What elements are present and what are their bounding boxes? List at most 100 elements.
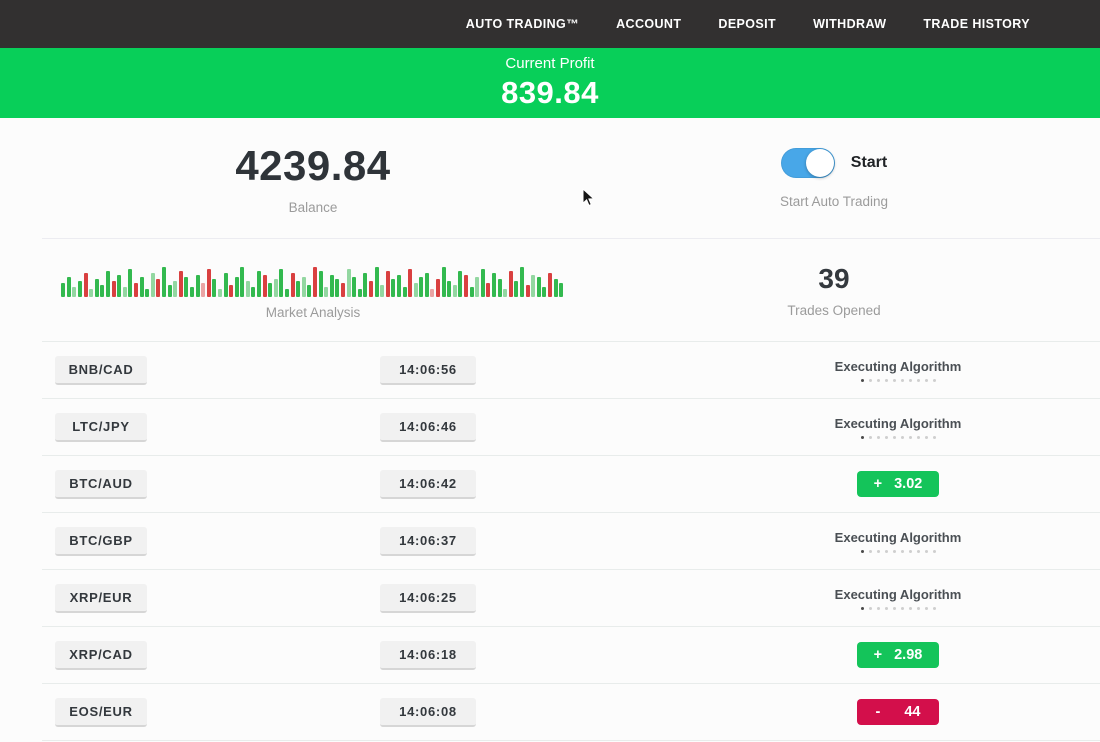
nav-item-withdraw[interactable]: WITHDRAW [813, 17, 887, 31]
balance-label: Balance [288, 199, 338, 215]
pair-badge: EOS/EUR [55, 697, 147, 727]
chart-bar [469, 286, 474, 297]
chart-bar [296, 280, 301, 297]
chart-bar [223, 272, 228, 297]
nav-item-trade-history[interactable]: TRADE HISTORY [923, 17, 1030, 31]
executing-label: Executing Algorithm [834, 586, 962, 602]
chart-bar [514, 280, 519, 297]
dot [900, 378, 904, 382]
dot [924, 435, 928, 439]
chart-bar [161, 266, 166, 297]
dot [860, 606, 864, 610]
dot [900, 549, 904, 553]
dot [908, 378, 912, 382]
dot [916, 606, 920, 610]
chart-bar [106, 270, 111, 297]
pair-badge: LTC/JPY [55, 412, 147, 442]
dot [860, 435, 864, 439]
chart-bar [559, 282, 564, 297]
chart-bar [128, 268, 133, 297]
pair-badge: BNB/CAD [55, 355, 147, 385]
executing-label: Executing Algorithm [834, 529, 962, 545]
dot [900, 606, 904, 610]
auto-trading-toggle[interactable] [780, 147, 835, 178]
status-cell: Executing Algorithm [818, 530, 978, 553]
chart-bar [430, 288, 435, 297]
progress-dots [818, 549, 978, 553]
chart-bar [313, 266, 317, 297]
chart-bar [111, 280, 116, 297]
dot [924, 606, 928, 610]
dot [924, 378, 928, 382]
chart-bar [441, 266, 446, 297]
chart-bar [117, 274, 122, 297]
time-badge: 14:06:56 [380, 355, 476, 385]
progress-dots [818, 435, 978, 439]
dot [916, 378, 920, 382]
dot [892, 435, 896, 439]
chart-bar [486, 282, 491, 297]
dot [860, 378, 864, 382]
chart-bar [508, 270, 513, 297]
status-cell: - 44 [818, 699, 978, 725]
nav-item-auto-trading[interactable]: AUTO TRADING™ [465, 17, 580, 31]
chart-bar [234, 276, 239, 297]
time-badge: 14:06:18 [380, 640, 476, 670]
dot [884, 549, 888, 553]
result-badge: + 3.02 [857, 471, 939, 497]
dot [908, 435, 912, 439]
dot [876, 549, 880, 553]
dot [876, 606, 880, 610]
progress-dots [818, 378, 978, 382]
chart-bar [413, 282, 418, 297]
chart-bar [391, 278, 396, 297]
chart-bar [262, 274, 267, 297]
chart-bar [173, 280, 178, 297]
progress-dots [818, 606, 978, 610]
chart-bar [268, 282, 273, 297]
dot [892, 378, 896, 382]
trade-row: BTC/AUD 14:06:42 + 3.02 [42, 455, 1100, 512]
dot [884, 435, 888, 439]
chart-bar [273, 278, 278, 297]
nav-item-account[interactable]: ACCOUNT [616, 17, 682, 31]
pair-badge: BTC/AUD [55, 469, 147, 499]
chart-bar [301, 276, 306, 297]
chart-bar [245, 280, 250, 297]
dot [932, 549, 936, 553]
trades-opened-label: Trades Opened [787, 302, 881, 318]
chart-bar [285, 288, 290, 297]
dot [868, 435, 872, 439]
chart-bar [212, 278, 217, 297]
trades-opened-block: 39 Trades Opened [626, 239, 1042, 341]
chart-bar [402, 286, 407, 297]
chart-bar [340, 282, 345, 297]
dot [908, 606, 912, 610]
result-value: 2.98 [894, 647, 923, 663]
dot [932, 606, 936, 610]
dot [908, 549, 912, 553]
chart-bar [553, 278, 558, 297]
chart-bar [78, 280, 83, 297]
dot [900, 435, 904, 439]
chart-bar [335, 278, 340, 297]
dot [860, 549, 864, 553]
chart-bar [279, 268, 284, 297]
nav-item-deposit[interactable]: DEPOSIT [718, 17, 777, 31]
chart-bar [531, 274, 536, 297]
time-badge: 14:06:46 [380, 412, 476, 442]
chart-bar [503, 288, 508, 297]
dot [868, 549, 872, 553]
chart-bar [368, 280, 373, 297]
chart-bar [475, 276, 480, 297]
dot [916, 549, 920, 553]
chart-bar [408, 268, 413, 297]
chart-bar [519, 266, 524, 297]
status-cell: + 3.02 [818, 471, 978, 497]
chart-bar [217, 288, 222, 297]
current-profit-value: 839.84 [501, 75, 599, 110]
chart-bar [497, 278, 502, 297]
balance-block: 4239.84 Balance [0, 118, 626, 238]
status-cell: Executing Algorithm [818, 359, 978, 382]
dot [892, 549, 896, 553]
